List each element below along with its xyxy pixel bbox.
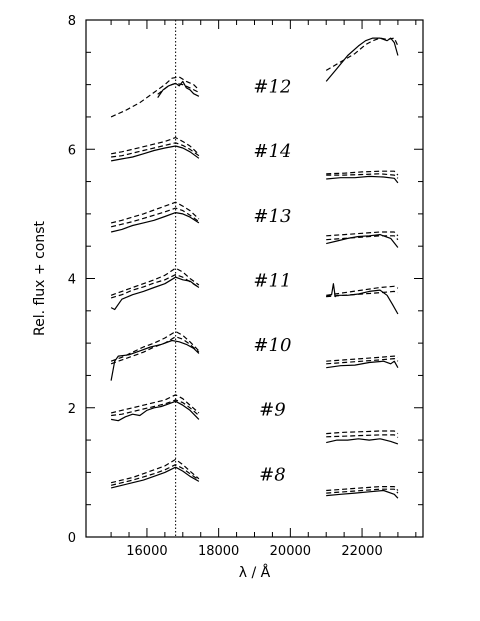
spectrum-solid-line: [110, 339, 200, 381]
spectrum-dashed-line: [110, 464, 200, 486]
x-tick-label: 18000: [198, 544, 239, 559]
spectrum-dashed-line: [326, 231, 399, 237]
spectrum-dashed-line: [326, 173, 399, 179]
spectrum-dashed-line: [110, 394, 200, 414]
y-tick-label: 2: [68, 402, 76, 417]
spectrum-dashed-line: [326, 430, 399, 435]
spectrum-solid-line: [326, 175, 399, 184]
spectrum-dashed-line: [326, 235, 399, 241]
y-tick-label: 6: [68, 143, 76, 158]
spectrum-solid-line: [110, 212, 200, 233]
spectrum-dashed-line: [325, 37, 399, 71]
spectrum-dashed-line: [326, 170, 399, 176]
spectrum-solid-line: [326, 283, 399, 315]
spectrum-solid-line: [110, 400, 200, 422]
spectrum-dashed-line: [111, 142, 200, 158]
spectrum-id-label: #13: [253, 206, 291, 227]
spectrum-solid-line: [326, 360, 399, 369]
spectrum-solid-line: [110, 276, 200, 311]
y-axis-label: Rel. flux + const: [32, 220, 48, 336]
spectrum-id-label: #10: [253, 335, 291, 356]
x-axis-label: λ / Å: [239, 564, 271, 581]
spectrum-id-label: #14: [253, 141, 291, 162]
spectrum-id-label: #9: [259, 400, 286, 421]
spectrum-dashed-line: [326, 434, 399, 438]
spectrum-solid-line: [326, 438, 399, 445]
x-tick-labels: 16000 18000 20000 22000: [126, 544, 382, 559]
spectrum-solid-line: [110, 145, 200, 162]
spectrum-dashed-line: [110, 76, 200, 118]
spectrum-dashed-line: [326, 290, 399, 298]
x-tick-label: 20000: [270, 544, 311, 559]
spectrum-solid-line: [110, 466, 200, 489]
spectrum-id-label: #12: [253, 77, 291, 98]
spectrum-dashed-line: [326, 486, 399, 492]
spectrum-dashed-line: [157, 82, 200, 95]
spectrum-dashed-line: [110, 267, 200, 296]
y-tick-label: 4: [68, 273, 76, 288]
spectrum-solid-line: [325, 37, 399, 82]
y-tick-label: 8: [68, 14, 76, 29]
spectrum-dashed-line: [110, 336, 200, 365]
spectrum-solid-line: [157, 80, 200, 98]
spectrum-dashed-line: [110, 207, 200, 228]
x-tick-label: 16000: [126, 544, 167, 559]
spectrum-dashed-line: [326, 355, 399, 362]
spectrum-dashed-line: [111, 399, 200, 417]
spectrum-dashed-line: [326, 358, 399, 365]
spectrum-dashed-line: [110, 201, 200, 224]
x-tick-label: 22000: [341, 544, 382, 559]
spectrum-dashed-line: [110, 137, 200, 155]
ticks-layer: [86, 19, 423, 538]
spectrum-solid-line: [326, 234, 399, 248]
spectrum-id-label: #11: [253, 270, 291, 291]
spectrum-solid-line: [326, 489, 399, 499]
spectrum-dashed-line: [110, 274, 200, 299]
spectrum-id-label: #8: [259, 464, 286, 485]
spectrum-dashed-line: [110, 330, 200, 362]
spectrum-dashed-line: [110, 458, 200, 484]
annotations-layer: #12 #14 #13 #11 #10 #9 #8: [253, 77, 291, 486]
y-tick-label: 0: [68, 531, 76, 546]
spectrum-dashed-line: [326, 488, 399, 494]
y-tick-labels: 0 2 4 6 8: [68, 14, 76, 546]
series-layer: [110, 37, 399, 499]
